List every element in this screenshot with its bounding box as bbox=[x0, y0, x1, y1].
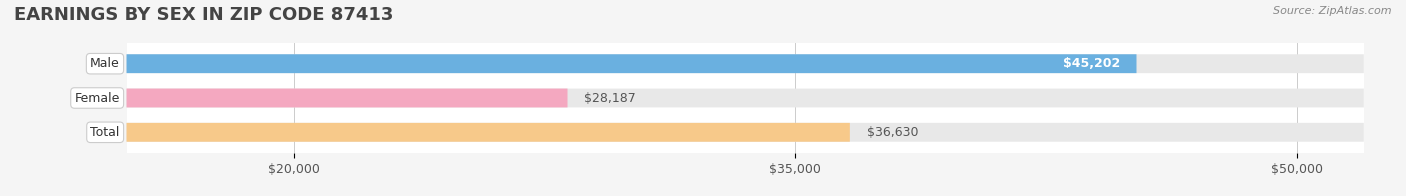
FancyBboxPatch shape bbox=[127, 89, 1364, 107]
FancyBboxPatch shape bbox=[127, 123, 1364, 142]
Text: $28,187: $28,187 bbox=[585, 92, 636, 104]
Text: Total: Total bbox=[90, 126, 120, 139]
Text: $45,202: $45,202 bbox=[1063, 57, 1119, 70]
FancyBboxPatch shape bbox=[127, 123, 849, 142]
FancyBboxPatch shape bbox=[127, 54, 1136, 73]
Text: Source: ZipAtlas.com: Source: ZipAtlas.com bbox=[1274, 6, 1392, 16]
FancyBboxPatch shape bbox=[127, 54, 1364, 73]
Text: Male: Male bbox=[90, 57, 120, 70]
FancyBboxPatch shape bbox=[127, 89, 568, 107]
Text: $36,630: $36,630 bbox=[866, 126, 918, 139]
Text: Female: Female bbox=[75, 92, 120, 104]
Text: EARNINGS BY SEX IN ZIP CODE 87413: EARNINGS BY SEX IN ZIP CODE 87413 bbox=[14, 6, 394, 24]
